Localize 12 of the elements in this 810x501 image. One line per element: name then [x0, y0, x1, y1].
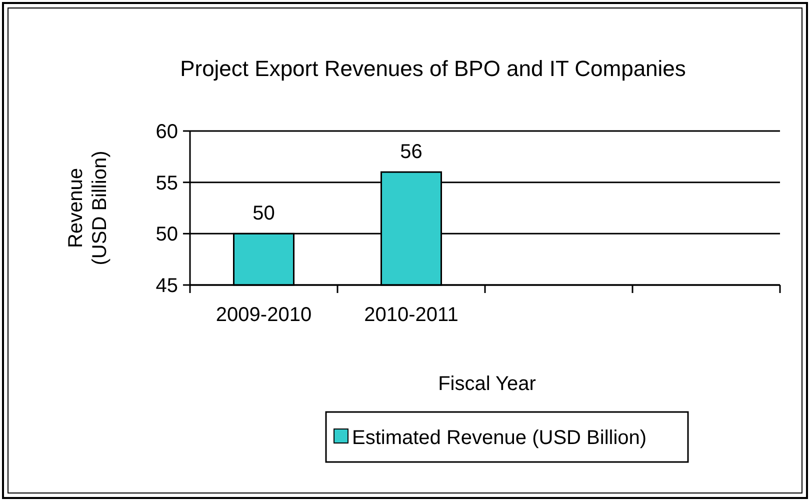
- data-label: 50: [252, 202, 275, 225]
- legend-label: Estimated Revenue (USD Billion): [352, 427, 647, 449]
- x-axis-title: Fiscal Year: [438, 373, 536, 395]
- y-tick-label: 45: [156, 275, 178, 297]
- y-tick-label: 55: [156, 172, 178, 194]
- x-tick-label: 2010-2011: [364, 304, 458, 326]
- chart-title: Project Export Revenues of BPO and IT Companies: [180, 56, 686, 81]
- data-label: 56: [400, 141, 422, 164]
- y-tick-label: 50: [156, 224, 178, 246]
- x-tick-label: 2009-2010: [216, 304, 312, 326]
- y-tick-label: 60: [156, 121, 178, 143]
- y-axis-title: Revenue (USD Billion): [65, 150, 111, 266]
